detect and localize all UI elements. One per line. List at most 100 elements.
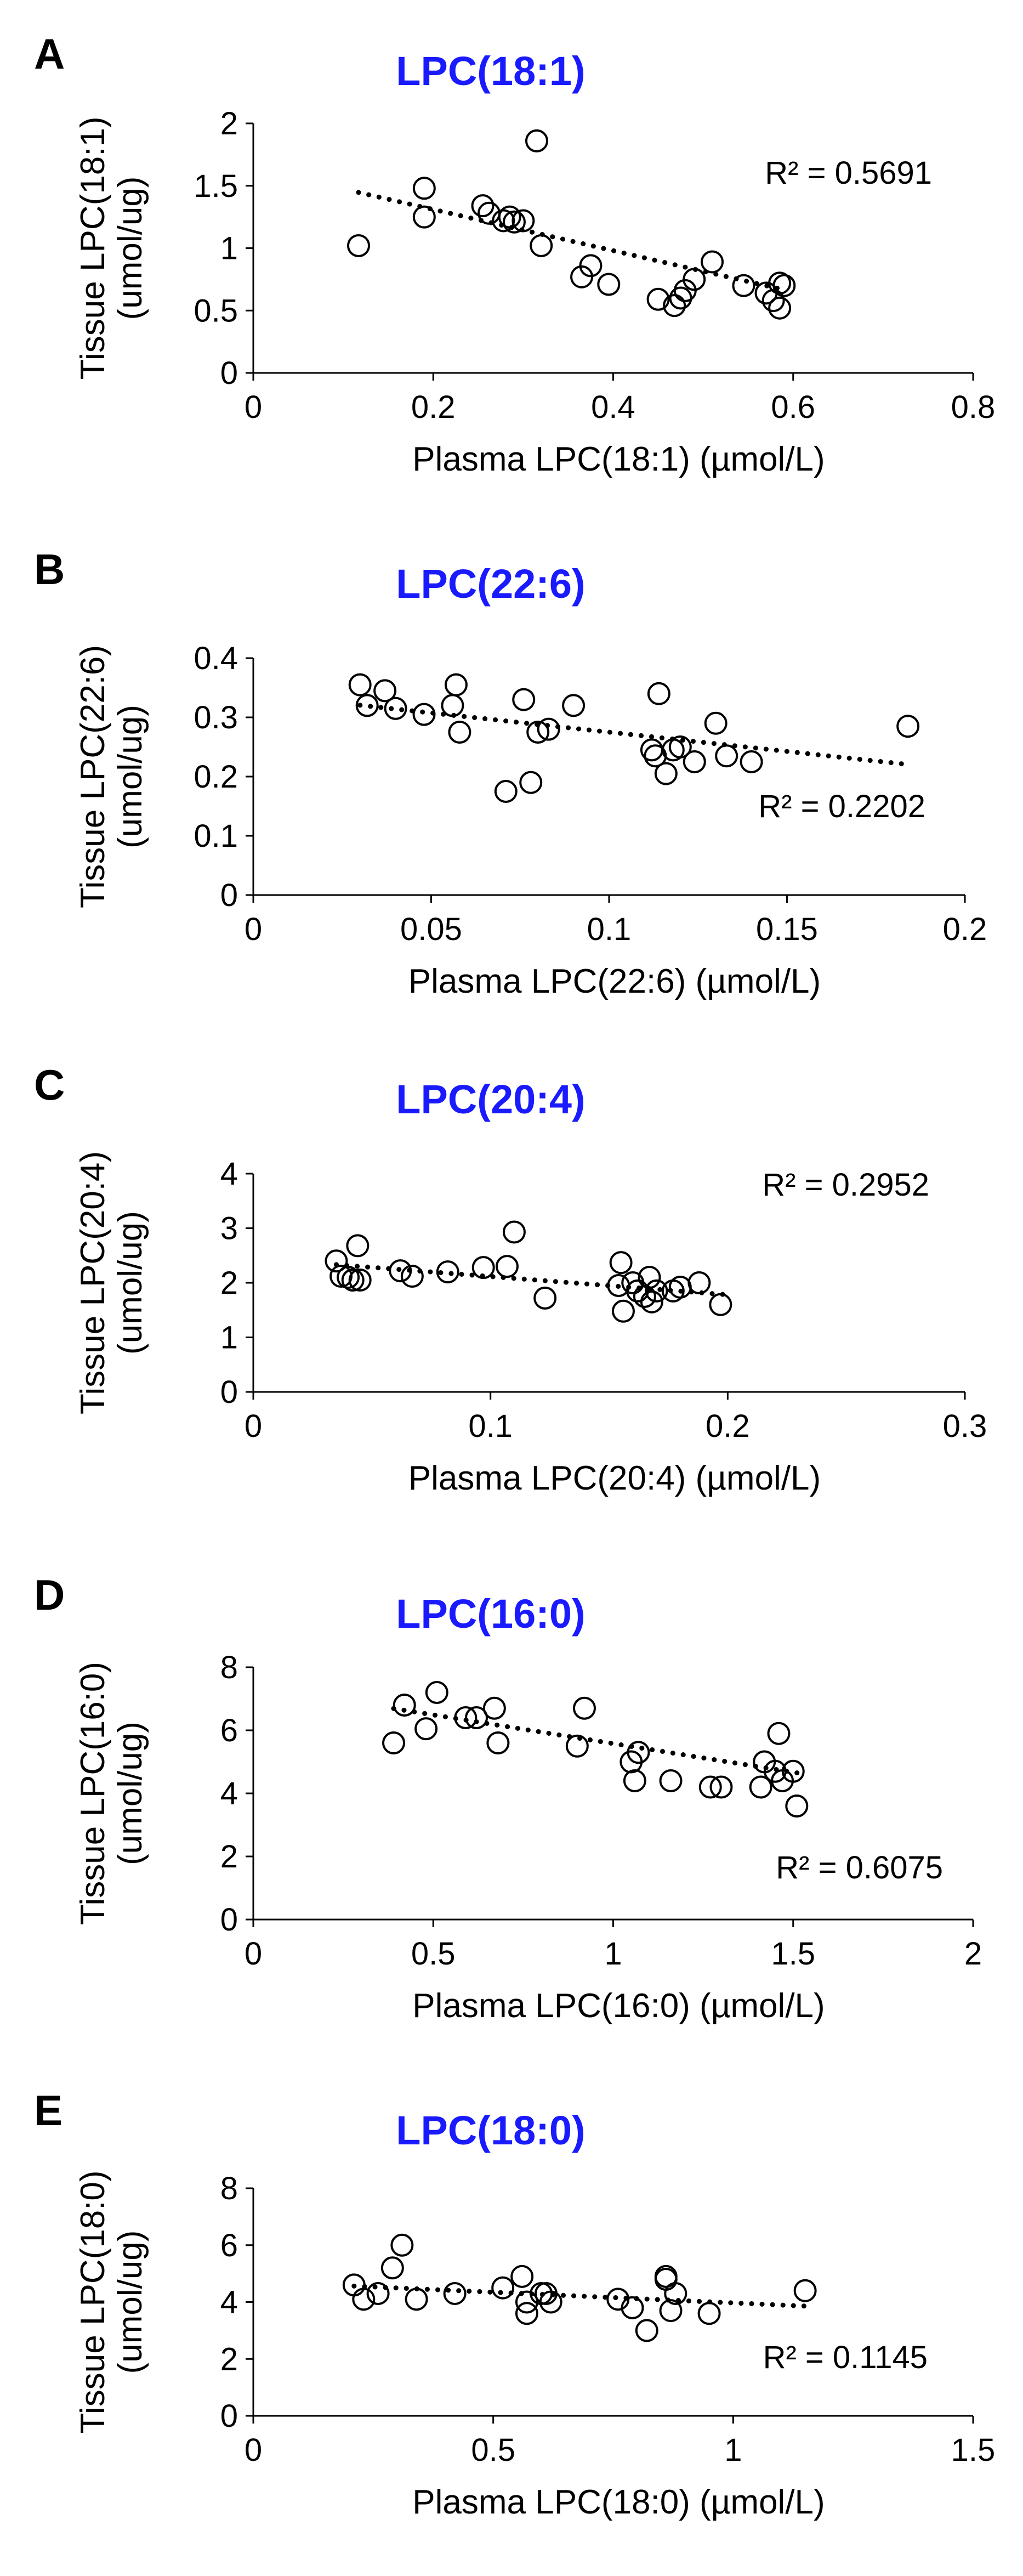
data-point (405, 2288, 428, 2311)
x-axis-title: Plasma LPC(22:6) (µmol/L) (408, 963, 821, 1000)
data-point (768, 271, 792, 295)
data-point (382, 1731, 406, 1754)
y-tick-label: 6 (220, 1713, 238, 1748)
r-squared-label: R² = 0.6075 (776, 1850, 943, 1886)
y-axis-title: Tissue LPC(16:0)(umol/ug) (74, 1662, 149, 1925)
data-point (768, 296, 792, 320)
data-point (530, 234, 553, 257)
data-point (687, 1271, 711, 1294)
x-tick-label: 0 (245, 911, 262, 947)
data-point (444, 673, 468, 697)
data-point (597, 273, 621, 296)
x-axis-title: Plasma LPC(18:0) (µmol/L) (412, 2483, 825, 2521)
data-point (373, 679, 397, 703)
data-point (626, 1279, 649, 1303)
data-point (749, 1775, 772, 1799)
data-point (579, 254, 603, 278)
data-point (697, 2302, 721, 2325)
data-point (471, 1256, 495, 1279)
data-point (635, 2319, 658, 2342)
x-tick-label: 0.2 (411, 389, 456, 425)
data-point (325, 1249, 348, 1273)
data-point (515, 2302, 538, 2325)
data-point (633, 1284, 656, 1308)
panel-letter: B (34, 545, 65, 593)
y-tick-label: 4 (220, 2285, 238, 2320)
x-tick-label: 1.5 (951, 2432, 996, 2468)
data-point (659, 2299, 683, 2323)
r-squared-label: R² = 0.1145 (763, 2340, 928, 2375)
data-point (526, 721, 550, 744)
x-tick-label: 0.05 (400, 911, 462, 947)
data-point (627, 1741, 650, 1764)
r-squared-label: R² = 0.2202 (758, 789, 925, 824)
data-point (347, 234, 371, 257)
x-tick-label: 0.1 (587, 911, 632, 947)
data-point (647, 682, 670, 705)
data-point (621, 2296, 644, 2319)
y-tick-label: 2 (220, 2341, 238, 2377)
x-tick-label: 2 (964, 1936, 982, 1972)
panel-c: C LPC(20:4) 0 1 2 3 4 0 0.1 0.2 0.3 Plasma LPC(20:4… (34, 1061, 987, 1497)
trendline (357, 703, 911, 767)
data-point (646, 287, 670, 311)
x-tick-label: 0.3 (943, 1408, 987, 1444)
data-point (785, 1794, 809, 1818)
x-tick-label: 0.15 (756, 911, 818, 947)
x-tick-label: 0.6 (771, 389, 815, 425)
data-point (638, 1266, 661, 1289)
y-tick-label: 1 (220, 1320, 238, 1356)
chart-title: LPC(20:4) (396, 1077, 585, 1122)
data-point (767, 1722, 791, 1745)
x-tick-label: 0 (245, 1936, 262, 1972)
data-point (414, 1717, 438, 1741)
y-tick-label: 0 (220, 2398, 238, 2434)
data-point (465, 1706, 488, 1729)
data-point (664, 2281, 687, 2305)
panel-letter: E (34, 2086, 62, 2135)
data-point (393, 1694, 416, 1717)
r-squared-label: R² = 0.5691 (765, 155, 932, 191)
x-tick-label: 0.2 (943, 911, 987, 947)
data-point (389, 1259, 412, 1283)
panel-letter: D (34, 1571, 65, 1619)
data-point (539, 2290, 562, 2314)
y-tick-label: 6 (220, 2228, 238, 2263)
data-point (348, 673, 372, 697)
data-point (663, 294, 686, 318)
panel-d: D LPC(16:0) 0 2 4 6 8 0 0.5 1 1.5 2 Plasma LPC(16:0)… (34, 1571, 982, 2025)
panel-b: B LPC(22:6) 0 0.1 0.2 0.3 0.4 0 0.05 0.1 0.15 0.2 Pl… (34, 545, 987, 1000)
data-point (572, 1696, 596, 1720)
data-point (704, 711, 728, 735)
data-point (443, 2281, 467, 2305)
y-axis-title-line: (umol/ug) (111, 177, 149, 320)
data-point (623, 1769, 646, 1792)
y-tick-label: 2 (220, 1265, 238, 1301)
y-axis-title-line: (umol/ug) (111, 2230, 149, 2374)
chart-title: LPC(18:1) (396, 48, 585, 94)
x-tick-label: 0.8 (951, 389, 996, 425)
y-tick-label: 0.5 (194, 293, 238, 329)
y-tick-label: 0 (220, 355, 238, 391)
data-point (659, 1769, 683, 1792)
data-point (412, 177, 436, 200)
data-point (683, 268, 706, 291)
x-tick-label: 1 (724, 2432, 742, 2468)
data-point (502, 210, 526, 234)
data-point (341, 1269, 365, 1292)
y-tick-label: 3 (220, 1211, 238, 1247)
r-squared-label: R² = 0.2952 (762, 1167, 929, 1203)
data-point (668, 1275, 692, 1299)
data-point (709, 1775, 733, 1799)
data-point (436, 1260, 459, 1284)
x-axis-title: Plasma LPC(18:1) (µmol/L) (412, 440, 825, 478)
y-tick-label: 1.5 (194, 168, 238, 204)
y-axis-title-line: (umol/ug) (111, 1722, 149, 1865)
data-point (645, 1279, 668, 1303)
y-axis-title: Tissue LPC(18:1)(umol/ug) (74, 116, 149, 380)
y-axis-title: Tissue LPC(22:6)(umol/ug) (74, 645, 149, 908)
y-tick-label: 0 (220, 1374, 238, 1410)
data-point (709, 1293, 732, 1316)
data-point (740, 750, 763, 773)
